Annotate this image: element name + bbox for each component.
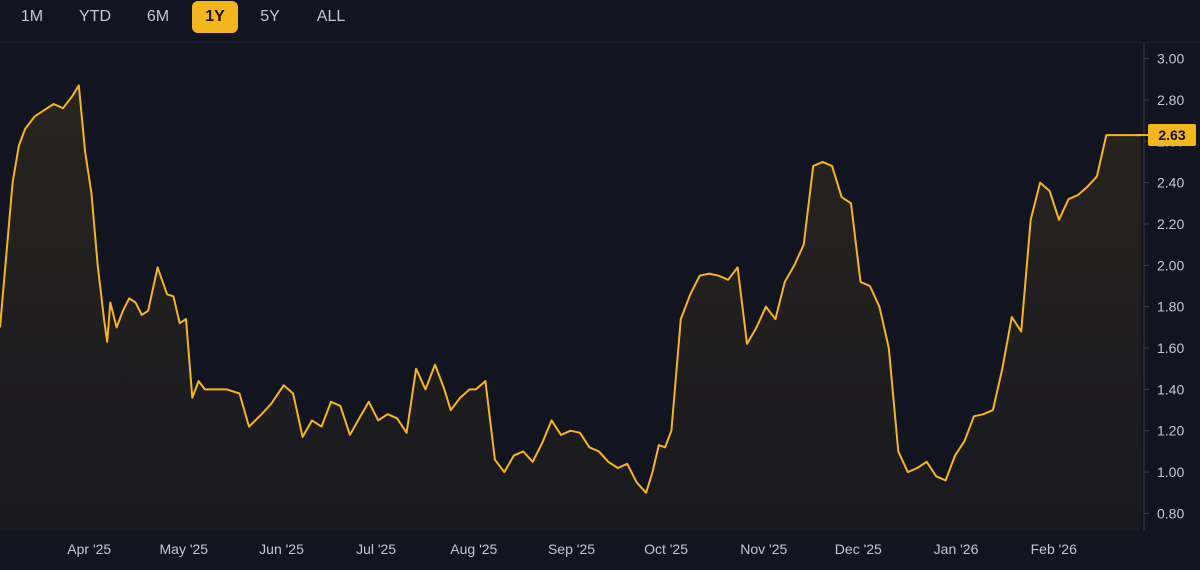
range-tab-all[interactable]: ALL <box>316 8 346 25</box>
series-line <box>0 84 1141 494</box>
y-tick-label: 1.80 <box>1157 299 1184 315</box>
y-tick-label: 3.00 <box>1157 51 1184 67</box>
series-area <box>0 85 1141 531</box>
y-tick-label: 1.60 <box>1157 340 1184 356</box>
x-tick-label: Sep '25 <box>548 541 595 557</box>
range-selector: 1M YTD 6M 1Y 5Y ALL <box>0 0 1200 40</box>
y-tick-label: 1.20 <box>1157 423 1184 439</box>
x-tick-label: Dec '25 <box>835 541 882 557</box>
range-tab-5y[interactable]: 5Y <box>260 8 280 25</box>
last-value-label: 2.63 <box>1158 127 1185 143</box>
x-tick-label: May '25 <box>160 541 209 557</box>
y-tick-label: 2.40 <box>1157 175 1184 191</box>
range-tab-ytd[interactable]: YTD <box>79 8 111 25</box>
x-tick-label: Oct '25 <box>644 541 688 557</box>
range-tab-1y[interactable]: 1Y <box>192 1 238 33</box>
y-tick-label: 0.80 <box>1157 505 1184 521</box>
x-tick-label: Apr '25 <box>67 541 111 557</box>
x-tick-label: Jul '25 <box>356 541 396 557</box>
x-tick-label: Nov '25 <box>740 541 787 557</box>
range-tab-6m[interactable]: 6M <box>146 8 170 25</box>
x-tick-label: Feb '26 <box>1031 541 1077 557</box>
last-value-badge <box>1148 124 1196 147</box>
chart-svg: 0.801.001.201.401.601.802.002.202.402.60… <box>0 42 1200 557</box>
y-tick-label: 1.40 <box>1157 381 1184 397</box>
y-tick-label: 2.20 <box>1157 216 1184 232</box>
x-tick-label: Aug '25 <box>450 541 497 557</box>
x-tick-label: Jun '25 <box>259 541 304 557</box>
y-tick-label: 2.80 <box>1157 92 1184 108</box>
range-tab-1m[interactable]: 1M <box>20 8 44 25</box>
price-chart: 0.801.001.201.401.601.802.002.202.402.60… <box>0 42 1200 570</box>
x-tick-label: Jan '26 <box>934 541 979 557</box>
y-tick-label: 1.00 <box>1157 464 1184 480</box>
y-tick-label: 2.00 <box>1157 257 1184 273</box>
